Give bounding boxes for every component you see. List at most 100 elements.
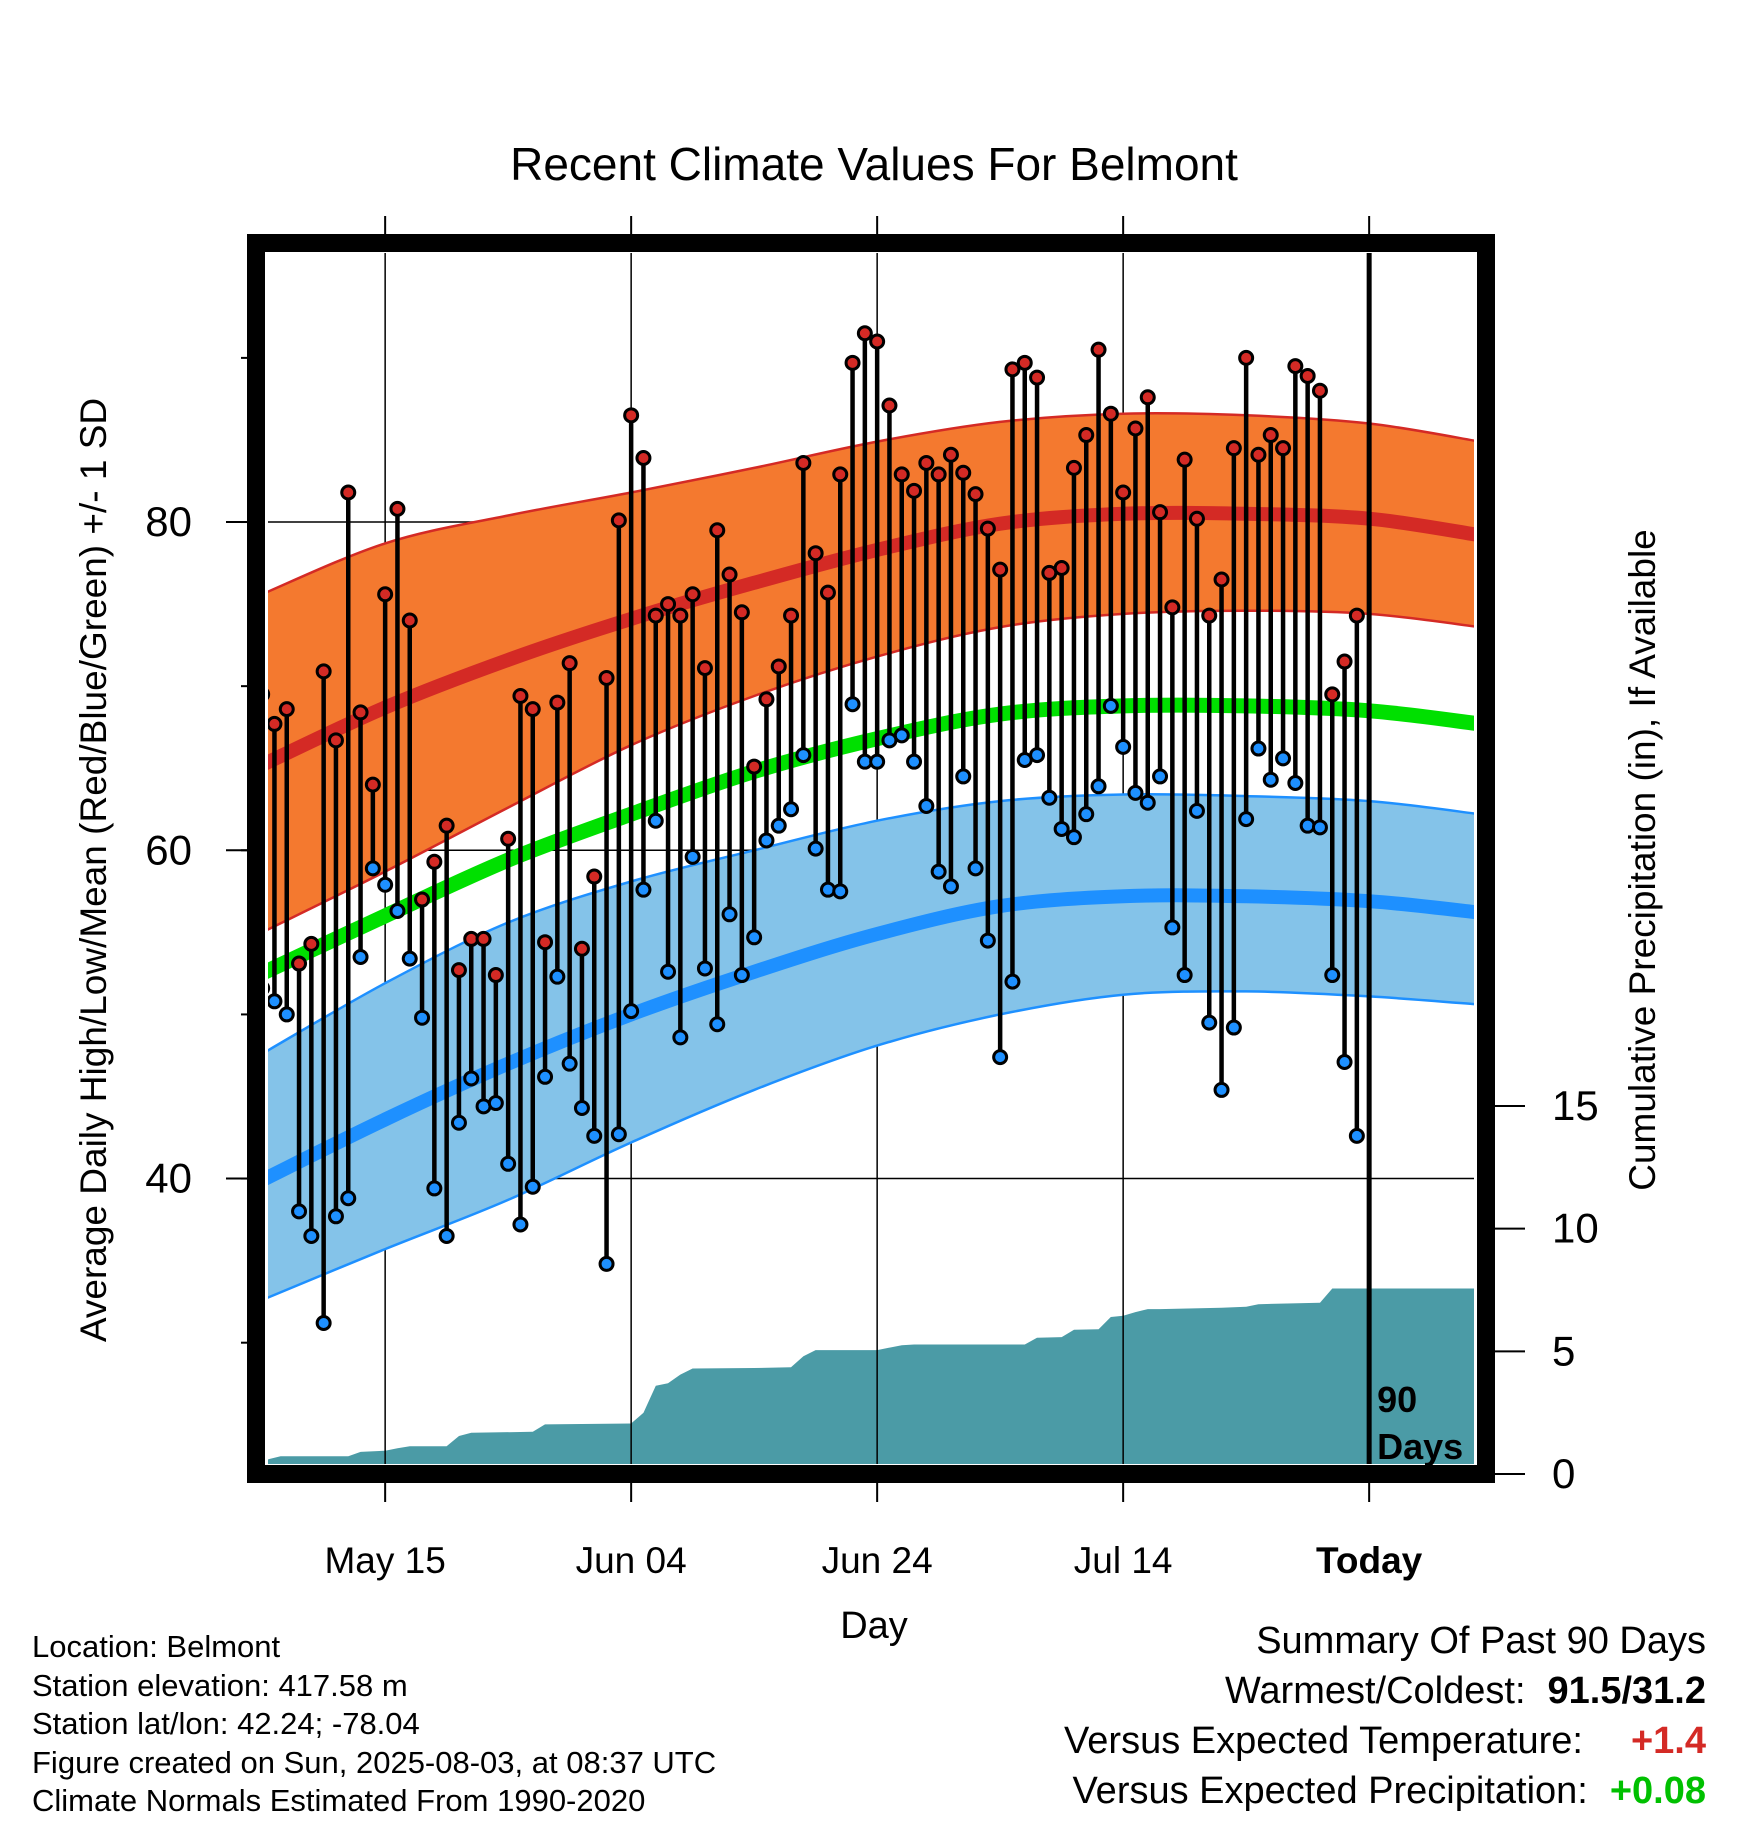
y-tick-label: 80 bbox=[145, 498, 192, 545]
daily-high-point bbox=[1139, 389, 1156, 406]
daily-high-point bbox=[1152, 504, 1169, 521]
daily-low-point bbox=[783, 801, 800, 818]
daily-high-point bbox=[942, 446, 959, 463]
daily-high-point bbox=[1016, 354, 1033, 371]
daily-high-point bbox=[635, 450, 652, 467]
daily-high-point bbox=[844, 354, 861, 371]
daily-high-point bbox=[1053, 559, 1070, 576]
daily-low-point bbox=[340, 1190, 357, 1207]
daily-high-point bbox=[1115, 484, 1132, 501]
daily-low-point bbox=[426, 1180, 443, 1197]
daily-high-point bbox=[1201, 607, 1218, 624]
precip-anomaly-value: +0.08 bbox=[1609, 1770, 1706, 1812]
daily-high-point bbox=[856, 325, 873, 342]
daily-high-point bbox=[352, 704, 369, 721]
daily-low-point bbox=[1078, 806, 1095, 823]
daily-low-point bbox=[918, 797, 935, 814]
daily-low-point bbox=[1090, 778, 1107, 795]
daily-low-point bbox=[1287, 774, 1304, 791]
daily-low-point bbox=[758, 832, 775, 849]
daily-high-point bbox=[1188, 510, 1205, 527]
daily-high-point bbox=[537, 934, 554, 951]
plot-content bbox=[268, 253, 1474, 1464]
daily-high-point bbox=[869, 333, 886, 350]
daily-high-point bbox=[268, 715, 283, 732]
daily-low-point bbox=[364, 860, 381, 877]
plot-frame bbox=[247, 234, 1495, 1483]
daily-high-point bbox=[1065, 459, 1082, 476]
daily-low-point bbox=[549, 968, 566, 985]
daily-high-point bbox=[893, 466, 910, 483]
today-window-label: 90 bbox=[1377, 1379, 1417, 1420]
daily-low-point bbox=[844, 696, 861, 713]
daily-low-point bbox=[635, 881, 652, 898]
daily-high-point bbox=[881, 397, 898, 414]
daily-high-point bbox=[340, 484, 357, 501]
daily-high-point bbox=[696, 660, 713, 677]
x-axis-label: Day bbox=[840, 1605, 908, 1647]
warm-cold-value: 91.5/31.2 bbox=[1547, 1670, 1706, 1712]
daily-low-point bbox=[1250, 740, 1267, 757]
daily-high-point bbox=[278, 701, 295, 718]
elevation-text: Station elevation: 417.58 m bbox=[32, 1667, 408, 1703]
created-text: Figure created on Sun, 2025-08-03, at 08… bbox=[32, 1744, 717, 1780]
y2-tick-label: 5 bbox=[1552, 1327, 1575, 1374]
daily-high-point bbox=[1348, 607, 1365, 624]
warm-cold-label: Warmest/Coldest: bbox=[1224, 1670, 1526, 1712]
daily-high-point bbox=[586, 868, 603, 885]
daily-low-point bbox=[401, 950, 418, 967]
daily-low-point bbox=[1348, 1127, 1365, 1144]
daily-high-point bbox=[1213, 571, 1230, 588]
daily-low-point bbox=[930, 863, 947, 880]
daily-high-point bbox=[1176, 451, 1193, 468]
x-tick-label: May 15 bbox=[324, 1540, 445, 1581]
daily-low-point bbox=[463, 1070, 480, 1087]
y-tick-label: 40 bbox=[145, 1155, 192, 1202]
daily-high-point bbox=[1164, 599, 1181, 616]
daily-high-point bbox=[721, 566, 738, 583]
daily-low-point bbox=[291, 1203, 308, 1220]
daily-low-point bbox=[1262, 771, 1279, 788]
daily-low-point bbox=[1152, 768, 1169, 785]
today-window-label: Days bbox=[1377, 1426, 1463, 1467]
daily-low-point bbox=[721, 906, 738, 923]
location-text: Location: Belmont bbox=[32, 1629, 281, 1664]
daily-low-point bbox=[537, 1068, 554, 1085]
daily-low-point bbox=[1164, 919, 1181, 936]
daily-low-point bbox=[414, 1009, 431, 1026]
daily-low-point bbox=[1201, 1014, 1218, 1031]
daily-low-point bbox=[315, 1314, 332, 1331]
daily-low-point bbox=[1041, 789, 1058, 806]
daily-low-point bbox=[1324, 967, 1341, 984]
daily-low-point bbox=[377, 876, 394, 893]
daily-low-point bbox=[1053, 820, 1070, 837]
daily-high-point bbox=[315, 663, 332, 680]
daily-high-point bbox=[1324, 686, 1341, 703]
daily-high-point bbox=[610, 512, 627, 529]
daily-high-point bbox=[327, 732, 344, 749]
daily-low-point bbox=[979, 932, 996, 949]
daily-low-point bbox=[955, 768, 972, 785]
daily-high-point bbox=[1004, 361, 1021, 378]
daily-low-point bbox=[327, 1208, 344, 1225]
daily-high-point bbox=[1238, 349, 1255, 366]
y2-axis-label: Cumulative Precipitation (in), If Availa… bbox=[1622, 529, 1663, 1191]
daily-high-point bbox=[561, 655, 578, 672]
daily-low-point bbox=[807, 840, 824, 857]
daily-low-point bbox=[832, 883, 849, 900]
daily-high-point bbox=[684, 586, 701, 603]
daily-low-point bbox=[352, 948, 369, 965]
plot-area: 90 Days bbox=[268, 253, 1474, 1467]
x-tick-label: Jun 04 bbox=[576, 1540, 687, 1581]
high-sd-band bbox=[268, 412, 1474, 931]
daily-high-point bbox=[819, 584, 836, 601]
x-tick-label: Jul 14 bbox=[1074, 1540, 1173, 1581]
precip-area bbox=[268, 1288, 1474, 1464]
daily-low-point bbox=[303, 1228, 320, 1245]
daily-high-point bbox=[389, 500, 406, 517]
daily-low-point bbox=[1336, 1054, 1353, 1071]
daily-high-point bbox=[672, 607, 689, 624]
daily-high-point bbox=[906, 482, 923, 499]
temp-anomaly-value: +1.4 bbox=[1630, 1720, 1706, 1762]
